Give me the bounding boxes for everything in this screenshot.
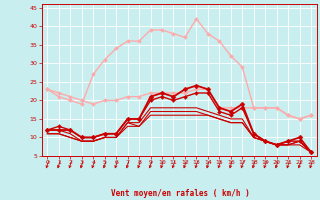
Text: Vent moyen/en rafales ( km/h ): Vent moyen/en rafales ( km/h ) [111,189,250,198]
